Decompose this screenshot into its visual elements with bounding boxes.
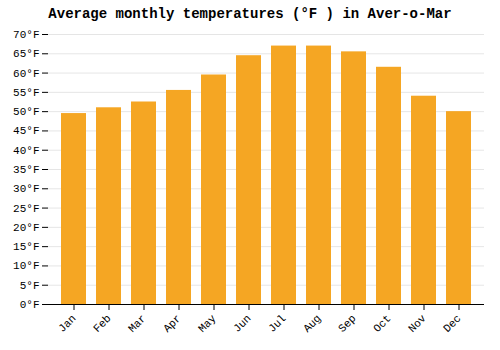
svg-text:5°F: 5°F [20,280,40,292]
svg-text:55°F: 55°F [13,87,39,99]
svg-text:Feb: Feb [91,312,113,334]
svg-text:15°F: 15°F [13,241,39,253]
svg-text:30°F: 30°F [13,183,39,195]
html-text:Average monthly temperatures (: Average monthly temperatures (°F ) in Av… [48,6,452,22]
svg-text:May: May [196,312,219,335]
svg-text:Jun: Jun [231,312,253,334]
svg-text:40°F: 40°F [13,145,39,157]
svg-text:Oct: Oct [371,312,393,334]
svg-text:25°F: 25°F [13,203,39,215]
svg-text:65°F: 65°F [13,48,39,60]
svg-text:70°F: 70°F [13,29,39,41]
svg-text:35°F: 35°F [13,164,39,176]
svg-text:Jul: Jul [266,312,288,334]
svg-text:0°F: 0°F [20,299,40,311]
svg-text:Apr: Apr [161,312,183,334]
svg-text:Mar: Mar [126,312,148,334]
svg-text:Sep: Sep [336,312,358,334]
svg-text:20°F: 20°F [13,222,39,234]
svg-text:Aug: Aug [301,312,323,334]
svg-text:60°F: 60°F [13,68,39,80]
svg-text:Jan: Jan [56,312,78,334]
svg-text:Dec: Dec [441,312,463,334]
svg-text:50°F: 50°F [13,106,39,118]
svg-text:10°F: 10°F [13,260,39,272]
svg-text:45°F: 45°F [13,125,39,137]
svg-text:Nov: Nov [406,312,429,335]
